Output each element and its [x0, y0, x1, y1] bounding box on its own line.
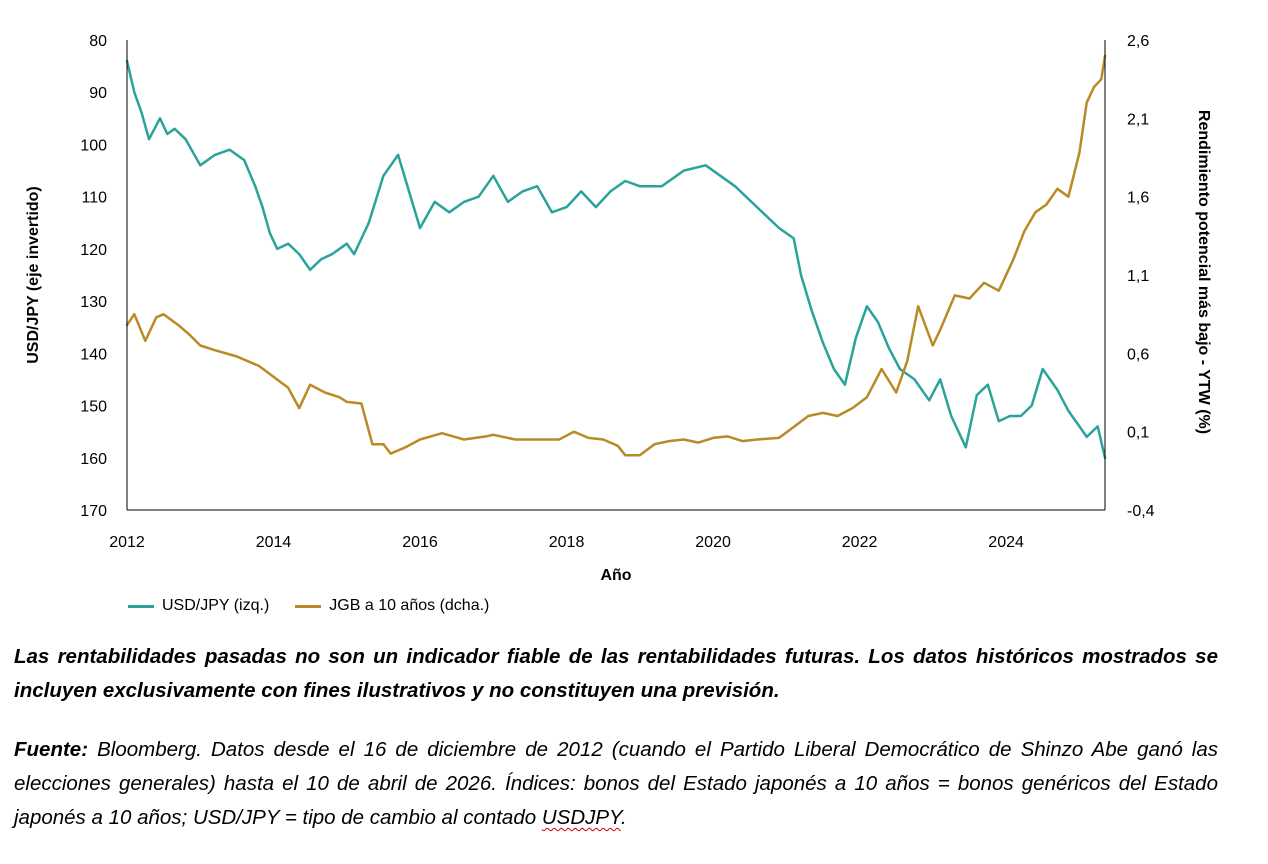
right-tick-label: 1,1: [1127, 268, 1149, 285]
right-tick-label: 2,1: [1127, 111, 1149, 128]
dual-axis-line-chart: 80 90 100 110 120 130 140 150 160 170 2,6 2,1 1,6 1,1…: [25, 33, 1212, 584]
series-line-usdjpy: [125, 59, 1107, 460]
right-axis-title: Rendimiento potencial más bajo - YTW (%): [1195, 110, 1212, 434]
left-tick-label: 90: [89, 85, 107, 102]
source-ticker: USDJPY: [541, 806, 621, 829]
left-tick-label: 130: [80, 294, 107, 311]
left-tick-label: 150: [80, 399, 107, 416]
source-label: Fuente:: [14, 738, 89, 761]
right-tick-label: 0,6: [1127, 346, 1149, 363]
left-tick-label: 120: [80, 242, 107, 259]
series-line-jgb: [125, 54, 1107, 457]
x-axis-title: Año: [600, 567, 631, 584]
disclaimer-text: Las rentabilidades pasadas no son un ind…: [14, 645, 1218, 702]
x-tick-label: 2012: [109, 534, 145, 551]
legend-swatch-usdjpy: [128, 604, 154, 608]
right-tick-label: 1,6: [1127, 190, 1149, 207]
left-tick-label: 170: [80, 503, 107, 520]
x-tick-label: 2016: [402, 534, 438, 551]
x-tick-label: 2020: [695, 534, 731, 551]
left-tick-label: 140: [80, 346, 107, 363]
legend-item-jgb: JGB a 10 años (dcha.): [295, 597, 489, 615]
legend: USD/JPY (izq.) JGB a 10 años (dcha.): [128, 597, 489, 615]
x-tick-label: 2018: [549, 534, 585, 551]
source-note: Fuente: Bloomberg. Datos desde el 16 de …: [14, 733, 1218, 835]
left-axis-title: USD/JPY (eje invertido): [25, 186, 42, 364]
right-tick-label: 0,1: [1127, 425, 1149, 442]
source-end: .: [620, 806, 627, 829]
x-tick-label: 2014: [256, 534, 292, 551]
legend-label-jgb: JGB a 10 años (dcha.): [329, 597, 490, 614]
x-tick-label: 2022: [842, 534, 878, 551]
source-text: Bloomberg. Datos desde el 16 de diciembr…: [14, 738, 1218, 829]
left-tick-label: 100: [80, 137, 107, 154]
right-tick-label: -0,4: [1127, 503, 1155, 520]
left-tick-label: 160: [80, 451, 107, 468]
legend-item-usdjpy: USD/JPY (izq.): [128, 597, 269, 615]
legend-label-usdjpy: USD/JPY (izq.): [162, 597, 270, 614]
x-tick-label: 2024: [988, 534, 1024, 551]
left-tick-label: 80: [89, 33, 107, 50]
legend-swatch-jgb: [295, 604, 322, 608]
left-tick-label: 110: [81, 190, 107, 207]
right-tick-label: 2,6: [1127, 33, 1149, 50]
